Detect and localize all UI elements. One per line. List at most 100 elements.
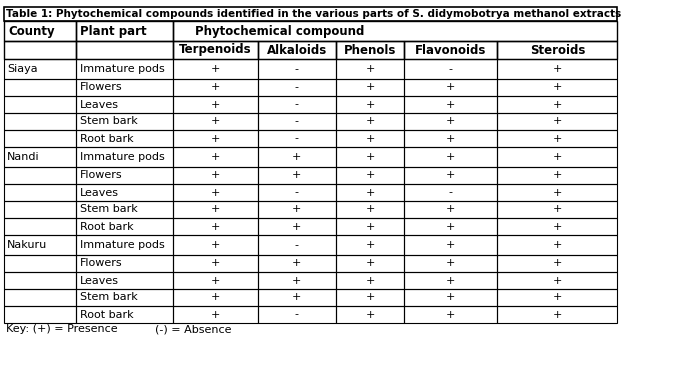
Text: +: + — [365, 188, 375, 198]
Text: -: - — [295, 134, 299, 144]
Bar — [336, 201, 404, 218]
Bar — [404, 167, 498, 184]
Bar — [76, 96, 173, 113]
Text: +: + — [292, 152, 302, 162]
Bar — [4, 201, 76, 218]
Bar — [173, 289, 258, 306]
Text: Flowers: Flowers — [80, 82, 122, 93]
Bar — [258, 59, 336, 79]
Text: -: - — [295, 188, 299, 198]
Text: +: + — [211, 134, 220, 144]
Bar — [258, 218, 336, 235]
Text: +: + — [211, 64, 220, 74]
Bar — [76, 184, 173, 201]
Bar — [76, 41, 173, 59]
Bar — [4, 167, 76, 184]
Bar — [336, 130, 404, 147]
Bar — [173, 130, 258, 147]
Text: Phenols: Phenols — [344, 44, 396, 57]
Bar — [336, 41, 404, 59]
Text: +: + — [211, 309, 220, 320]
Text: Siaya: Siaya — [7, 64, 38, 74]
Text: +: + — [553, 240, 562, 250]
Text: Flowers: Flowers — [80, 258, 122, 268]
Text: +: + — [211, 276, 220, 285]
Text: Plant part: Plant part — [80, 24, 147, 38]
Bar — [4, 255, 76, 272]
Text: Leaves: Leaves — [80, 276, 119, 285]
Text: +: + — [211, 204, 220, 214]
Bar — [173, 59, 258, 79]
Bar — [76, 218, 173, 235]
Text: Nakuru: Nakuru — [7, 240, 48, 250]
Bar — [498, 113, 617, 130]
Text: -: - — [295, 309, 299, 320]
Bar — [258, 289, 336, 306]
Bar — [4, 235, 76, 255]
Text: +: + — [553, 171, 562, 180]
Text: +: + — [211, 152, 220, 162]
Text: Flowers: Flowers — [80, 171, 122, 180]
Bar — [258, 113, 336, 130]
Text: +: + — [446, 204, 456, 214]
Text: Immature pods: Immature pods — [80, 64, 164, 74]
Text: Nandi: Nandi — [7, 152, 40, 162]
Text: +: + — [365, 64, 375, 74]
Bar — [404, 113, 498, 130]
Bar — [258, 306, 336, 323]
Text: Leaves: Leaves — [80, 188, 119, 198]
Bar — [258, 147, 336, 167]
Bar — [258, 130, 336, 147]
Text: +: + — [446, 222, 456, 231]
Text: +: + — [365, 222, 375, 231]
Bar — [173, 272, 258, 289]
Text: +: + — [446, 240, 456, 250]
Bar — [76, 147, 173, 167]
Bar — [336, 113, 404, 130]
Text: (-) = Absence: (-) = Absence — [155, 324, 232, 334]
Bar — [258, 41, 336, 59]
Text: +: + — [365, 152, 375, 162]
Bar — [258, 167, 336, 184]
Text: +: + — [211, 240, 220, 250]
Bar — [404, 130, 498, 147]
Bar — [404, 41, 498, 59]
Bar — [173, 201, 258, 218]
Bar — [4, 41, 76, 59]
Bar — [404, 59, 498, 79]
Bar — [173, 147, 258, 167]
Bar — [173, 79, 258, 96]
Text: Table 1: Phytochemical compounds identified in the various parts of S. didymobot: Table 1: Phytochemical compounds identif… — [6, 9, 622, 19]
Text: Steroids: Steroids — [530, 44, 585, 57]
Text: -: - — [295, 64, 299, 74]
Bar — [173, 306, 258, 323]
Text: +: + — [446, 309, 456, 320]
Bar — [498, 96, 617, 113]
Bar — [404, 218, 498, 235]
Bar — [404, 79, 498, 96]
Bar — [76, 113, 173, 130]
Text: +: + — [211, 258, 220, 268]
Text: Stem bark: Stem bark — [80, 204, 138, 214]
Bar — [336, 289, 404, 306]
Text: +: + — [365, 99, 375, 109]
Bar — [258, 79, 336, 96]
Text: Stem bark: Stem bark — [80, 292, 138, 303]
Bar — [498, 147, 617, 167]
Text: Root bark: Root bark — [80, 222, 134, 231]
Text: +: + — [365, 292, 375, 303]
Bar — [336, 235, 404, 255]
Bar — [336, 96, 404, 113]
Bar — [498, 130, 617, 147]
Text: +: + — [553, 292, 562, 303]
Text: +: + — [211, 82, 220, 93]
Text: +: + — [292, 204, 302, 214]
Bar — [404, 272, 498, 289]
Text: Alkaloids: Alkaloids — [267, 44, 327, 57]
Bar — [173, 41, 258, 59]
Bar — [404, 96, 498, 113]
Text: +: + — [211, 117, 220, 126]
Bar — [498, 41, 617, 59]
Bar — [336, 59, 404, 79]
Text: +: + — [292, 258, 302, 268]
